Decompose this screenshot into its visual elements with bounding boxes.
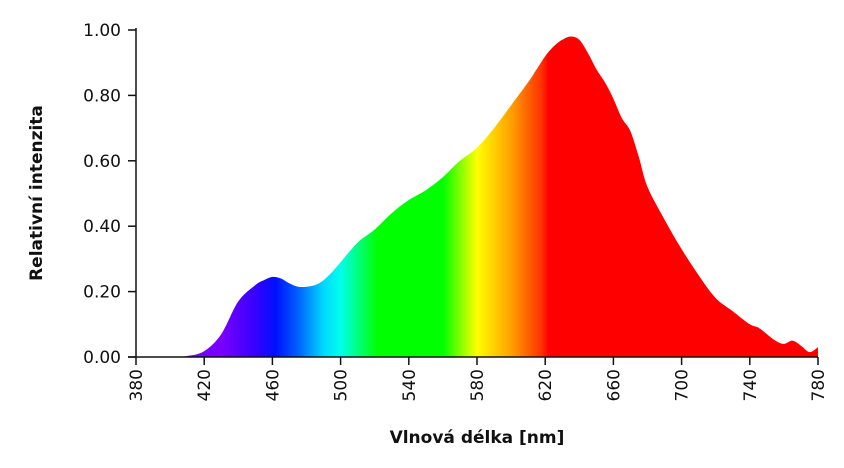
y-tick-label: 0.60 xyxy=(83,152,121,172)
x-tick-label: 780 xyxy=(809,369,829,401)
x-tick-label: 420 xyxy=(195,369,215,401)
y-tick-label: 1.00 xyxy=(83,21,121,41)
x-tick-label: 540 xyxy=(400,369,420,401)
x-axis-title: Vlnová délka [nm] xyxy=(390,428,565,448)
y-tick-label: 0.40 xyxy=(83,217,121,237)
x-tick-label: 580 xyxy=(468,369,488,401)
y-tick-label: 0.20 xyxy=(83,283,121,303)
axes xyxy=(128,28,818,358)
y-axis-title: Relativní intenzita xyxy=(27,105,47,281)
x-tick-label: 500 xyxy=(332,369,352,401)
spectrum-area xyxy=(136,36,818,357)
x-tick-label: 460 xyxy=(263,369,283,401)
x-tick-label: 660 xyxy=(604,369,624,401)
y-tick-label: 0.00 xyxy=(83,348,121,368)
x-tick-label: 380 xyxy=(127,369,147,401)
y-tick-label: 0.80 xyxy=(83,86,121,106)
x-tick-label: 700 xyxy=(673,369,693,401)
x-tick-label: 740 xyxy=(741,369,761,401)
x-axis-ticks: 380 420 460 500 540 580 620 660 700 740 780 xyxy=(127,357,829,401)
y-axis-ticks: 0.00 0.20 0.40 0.60 0.80 1.00 xyxy=(83,21,136,368)
x-tick-label: 620 xyxy=(536,369,556,401)
